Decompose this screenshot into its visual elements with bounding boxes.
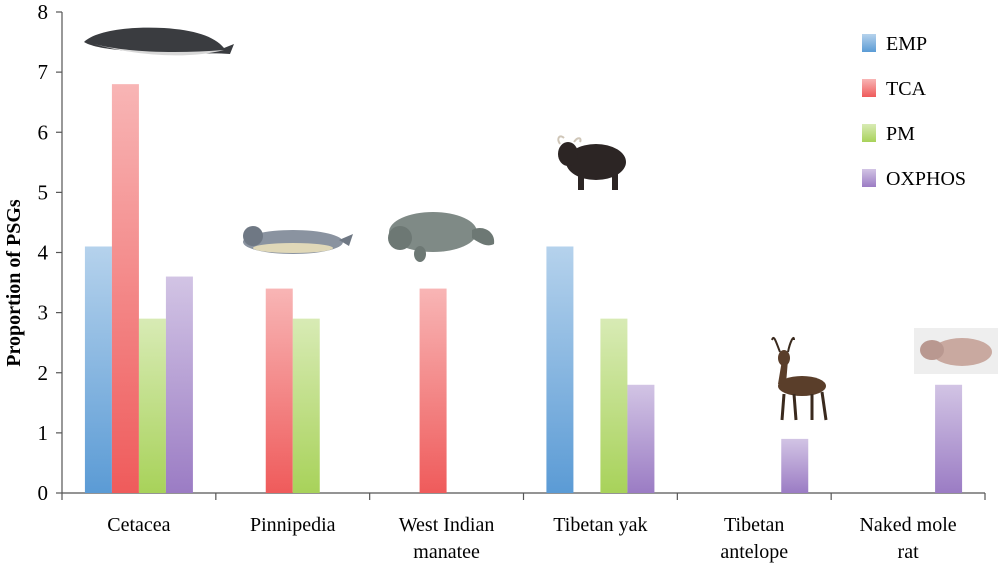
bar-pm [138, 318, 166, 493]
seal-icon [243, 226, 353, 254]
y-tick-label: 2 [38, 361, 49, 385]
x-category-label: Naked mole rat [859, 514, 956, 563]
bar-emp [84, 246, 112, 493]
legend-swatch [862, 79, 876, 97]
axes: 0 1 2 3 4 5 6 7 8 Cetacea Pinnipedia West Indian man… [38, 0, 986, 563]
bar-oxphos [935, 384, 963, 493]
x-category-label: Tibetan yak [553, 514, 647, 536]
x-category-label: Tibetan antelope [720, 514, 788, 563]
x-category-label: West Indian manatee [399, 514, 495, 563]
manatee-icon [388, 212, 495, 262]
x-category-label: Cetacea [107, 514, 170, 536]
bar-oxphos [781, 438, 809, 493]
yak-icon [557, 135, 626, 190]
x-category-label: Pinnipedia [250, 514, 336, 536]
y-tick-label: 7 [38, 60, 49, 84]
y-tick-label: 5 [38, 180, 49, 204]
bar-tca [111, 84, 139, 494]
bar-oxphos [165, 276, 193, 493]
legend: EMP TCA PM OXPHOS [862, 33, 966, 190]
antelope-icon [771, 336, 828, 421]
y-tick-label: 1 [38, 421, 49, 445]
legend-label: PM [886, 123, 915, 145]
bar-emp [546, 246, 574, 493]
legend-label: OXPHOS [886, 168, 966, 190]
bar-tca [419, 288, 447, 493]
animal-icons [84, 27, 998, 421]
legend-swatch [862, 169, 876, 187]
bar-pm [292, 318, 320, 493]
legend-label: TCA [886, 78, 927, 100]
mole-rat-icon [914, 328, 998, 374]
y-tick-label: 3 [38, 301, 49, 325]
whale-icon [84, 27, 234, 56]
bar-tca [265, 288, 293, 493]
y-tick-label: 4 [38, 241, 49, 265]
legend-label: EMP [886, 33, 927, 55]
y-axis-label: Proportion of PSGs [3, 199, 25, 367]
y-tick-label: 0 [38, 481, 49, 505]
y-tick-label: 6 [38, 120, 49, 144]
legend-swatch [862, 34, 876, 52]
legend-swatch [862, 124, 876, 142]
bar-pm [600, 318, 628, 493]
bars [84, 84, 963, 494]
y-tick-label: 8 [38, 0, 49, 24]
bar-oxphos [627, 384, 655, 493]
